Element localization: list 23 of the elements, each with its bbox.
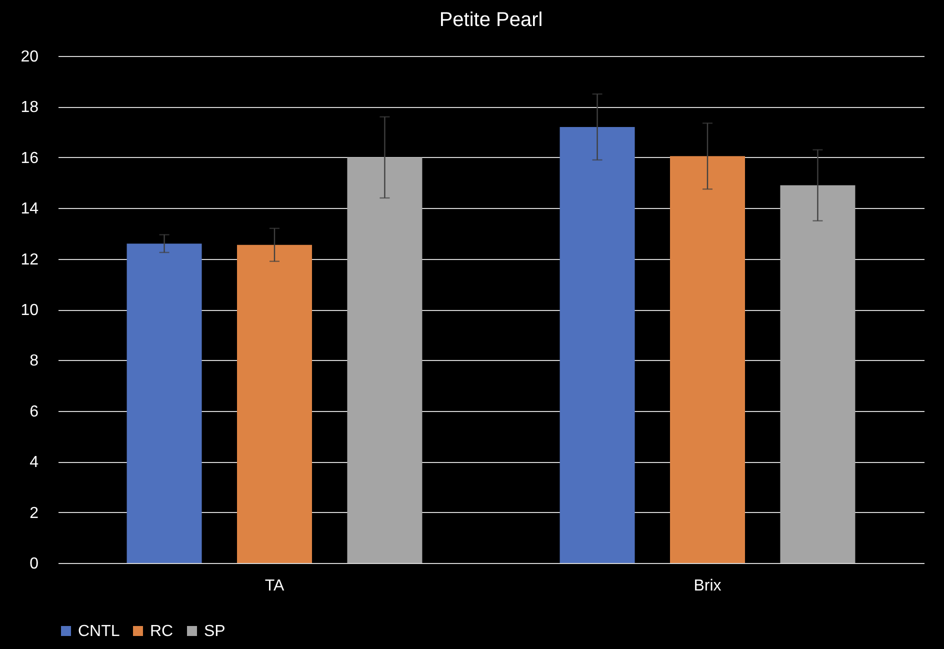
legend-label: CNTL: [78, 623, 120, 640]
legend-label: SP: [204, 623, 226, 640]
y-tick-label: 4: [30, 454, 39, 472]
legend-label: RC: [150, 623, 174, 640]
x-tick-label: TA: [264, 578, 284, 594]
y-tick-label: 2: [30, 504, 39, 522]
bar: [670, 156, 745, 563]
bar: [347, 157, 422, 563]
bar: [237, 244, 312, 563]
bar: [126, 244, 202, 563]
x-tick-label: Brix: [694, 578, 722, 594]
y-tick-label: 18: [20, 99, 39, 116]
y-tick-label: 14: [20, 200, 39, 218]
y-tick-label: 8: [30, 352, 39, 370]
y-tick-label: 10: [20, 302, 39, 319]
chart-title: Petite Pearl: [439, 9, 543, 31]
y-tick-label: 16: [20, 150, 39, 167]
y-tick-label: 12: [20, 251, 39, 268]
y-tick-label: 20: [20, 48, 39, 66]
y-tick-label: 6: [30, 403, 39, 420]
y-tick-label: 0: [30, 556, 39, 572]
bar: [780, 185, 856, 563]
bar: [560, 126, 635, 563]
